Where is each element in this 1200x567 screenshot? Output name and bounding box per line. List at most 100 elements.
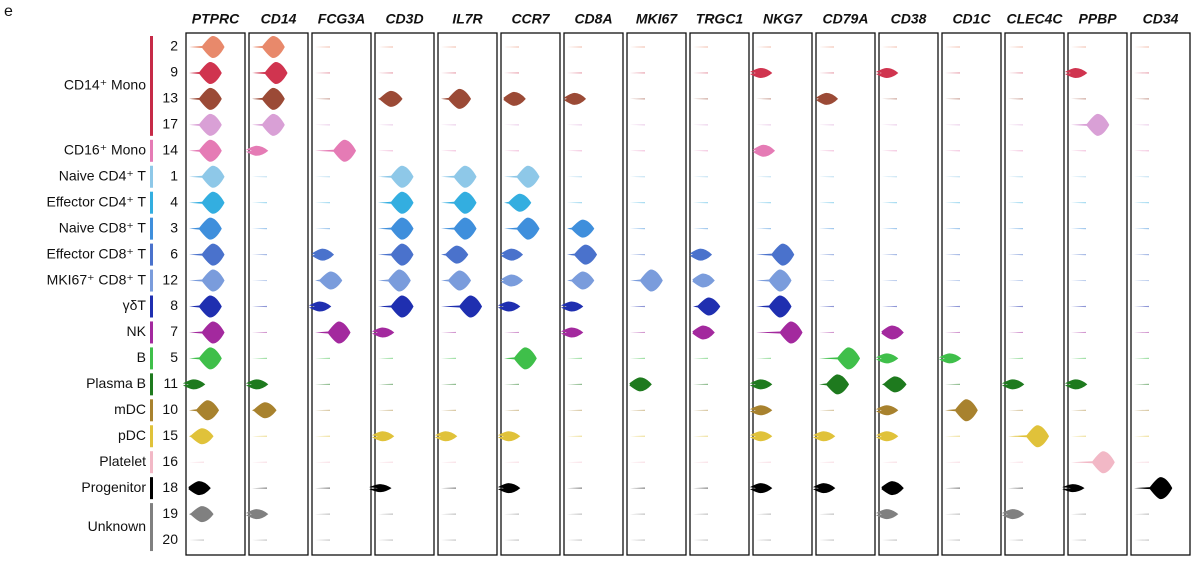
violin bbox=[315, 321, 351, 344]
violin bbox=[693, 98, 708, 100]
violin bbox=[819, 228, 834, 230]
violin bbox=[441, 124, 456, 126]
violin bbox=[1064, 379, 1088, 390]
violin bbox=[692, 325, 715, 340]
violin bbox=[630, 461, 645, 463]
violin bbox=[875, 67, 899, 78]
violin bbox=[567, 219, 595, 238]
violin bbox=[882, 539, 897, 541]
violin bbox=[441, 72, 456, 74]
violin bbox=[819, 202, 834, 204]
cluster-id: 19 bbox=[162, 505, 178, 521]
cluster-id: 1 bbox=[170, 167, 178, 183]
violin bbox=[1008, 357, 1023, 359]
violin bbox=[1071, 279, 1086, 282]
violin bbox=[1008, 461, 1023, 463]
violin bbox=[1134, 331, 1149, 334]
group-label: Progenitor bbox=[81, 479, 146, 495]
violin bbox=[1062, 484, 1085, 493]
violin bbox=[629, 377, 652, 392]
violin bbox=[189, 191, 225, 214]
violin bbox=[441, 295, 483, 318]
cluster-id: 17 bbox=[162, 116, 178, 132]
violin bbox=[819, 374, 850, 395]
violin bbox=[189, 87, 222, 110]
violin bbox=[252, 279, 267, 282]
violin bbox=[567, 46, 582, 48]
violin bbox=[567, 271, 595, 290]
violin bbox=[315, 124, 330, 126]
violin bbox=[756, 176, 771, 178]
violin bbox=[189, 539, 204, 541]
violin bbox=[819, 331, 834, 334]
violin bbox=[315, 539, 330, 541]
group-label: Effector CD4⁺ T bbox=[47, 193, 147, 209]
violin bbox=[752, 144, 776, 157]
violin bbox=[819, 124, 834, 126]
violin bbox=[567, 487, 582, 489]
group-label: pDC bbox=[118, 427, 146, 443]
violin bbox=[630, 176, 645, 178]
cluster-id: 10 bbox=[162, 401, 178, 417]
violin bbox=[371, 327, 395, 338]
group-bar bbox=[150, 243, 153, 266]
violin bbox=[441, 409, 456, 411]
violin bbox=[378, 150, 393, 152]
cluster-id: 14 bbox=[162, 142, 178, 158]
violin bbox=[189, 347, 222, 370]
violin bbox=[1008, 98, 1023, 100]
violin bbox=[1071, 113, 1110, 136]
violin bbox=[1001, 379, 1025, 390]
violin bbox=[1008, 539, 1023, 541]
violin bbox=[882, 228, 897, 230]
violin bbox=[252, 202, 267, 204]
violin bbox=[315, 435, 330, 437]
panel-frame bbox=[437, 32, 498, 556]
violin bbox=[182, 379, 206, 390]
group-bar bbox=[150, 191, 153, 214]
violin bbox=[1134, 150, 1149, 152]
cluster-id: 5 bbox=[170, 349, 178, 365]
violin bbox=[756, 228, 771, 230]
violin bbox=[441, 217, 477, 240]
violin bbox=[693, 46, 708, 48]
cluster-id: 20 bbox=[162, 531, 178, 547]
violin bbox=[945, 124, 960, 126]
violin bbox=[945, 399, 978, 422]
violin bbox=[630, 228, 645, 230]
violin bbox=[1008, 331, 1023, 334]
violin bbox=[378, 295, 414, 318]
violin bbox=[882, 124, 897, 126]
violin bbox=[756, 539, 771, 541]
group-label: B bbox=[137, 349, 146, 365]
violin bbox=[1134, 409, 1149, 411]
violin bbox=[1008, 46, 1023, 48]
violin bbox=[819, 539, 834, 541]
violin bbox=[945, 487, 960, 489]
violin bbox=[945, 331, 960, 334]
violin bbox=[945, 383, 960, 385]
violin bbox=[945, 513, 960, 515]
violin bbox=[189, 428, 214, 445]
violin bbox=[315, 98, 330, 100]
cluster-id: 18 bbox=[162, 479, 178, 495]
violin bbox=[189, 243, 225, 266]
panel-frame bbox=[878, 32, 939, 556]
violin bbox=[693, 176, 708, 178]
violin bbox=[630, 305, 645, 308]
violin bbox=[315, 461, 330, 463]
violin bbox=[504, 72, 519, 74]
violin bbox=[756, 243, 795, 266]
violin bbox=[819, 305, 834, 308]
violin bbox=[630, 72, 645, 74]
violin bbox=[749, 405, 773, 416]
group-bar bbox=[150, 399, 153, 422]
group-bar bbox=[150, 373, 153, 396]
violin bbox=[378, 243, 414, 266]
gene-label: FCG3A bbox=[318, 11, 365, 27]
violin bbox=[252, 254, 267, 256]
violin bbox=[882, 176, 897, 178]
violin bbox=[497, 301, 521, 312]
violin bbox=[693, 539, 708, 541]
group-label: mDC bbox=[114, 401, 146, 417]
